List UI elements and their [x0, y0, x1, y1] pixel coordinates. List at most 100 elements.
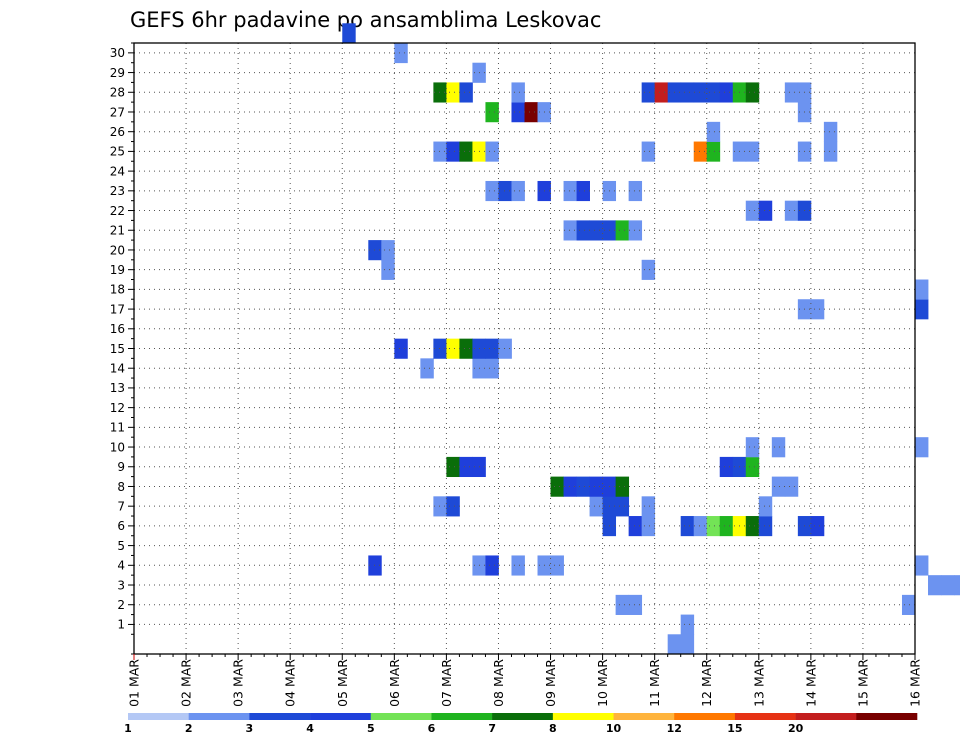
legend-swatch	[734, 713, 796, 720]
heatmap-cell	[446, 82, 460, 103]
heatmap-cell	[446, 456, 460, 478]
heatmap-cell	[641, 82, 656, 103]
heatmap-cell	[680, 614, 695, 635]
legend-swatch	[856, 713, 918, 720]
heatmap-cell	[758, 516, 773, 537]
y-tick-label: 19	[110, 263, 125, 277]
heatmap-cell	[615, 220, 630, 241]
y-axis: 1234567891011121314151617181920212223242…	[110, 42, 134, 655]
heatmap-cell	[433, 141, 447, 162]
x-tick-label: 16 MAR	[908, 659, 923, 707]
heatmap-cell	[485, 141, 499, 162]
x-tick-label: 08 MAR	[491, 659, 506, 707]
x-tick-label: 09 MAR	[543, 659, 558, 707]
heatmap-cell	[745, 456, 760, 478]
heatmap-cell	[498, 338, 512, 359]
heatmap-cell	[368, 555, 382, 576]
y-tick-label: 3	[117, 578, 125, 592]
y-tick-label: 6	[117, 519, 125, 533]
heatmap-cells	[342, 23, 960, 655]
legend-label: 8	[549, 722, 557, 735]
y-tick-label: 23	[110, 184, 125, 198]
heatmap-cell	[745, 82, 760, 103]
x-tick-label: 13 MAR	[751, 659, 766, 707]
y-tick-label: 14	[110, 362, 125, 376]
legend-swatch	[249, 713, 311, 720]
heatmap-cell	[459, 456, 473, 478]
legend-label: 12	[667, 722, 682, 735]
legend-label: 1	[124, 722, 132, 735]
heatmap-cell	[915, 299, 929, 320]
heatmap-cell	[719, 516, 734, 537]
heatmap-cell	[954, 575, 960, 596]
heatmap-cell	[368, 240, 382, 261]
y-tick-label: 20	[110, 243, 125, 257]
y-tick-label: 11	[110, 421, 125, 435]
heatmap-cell	[693, 516, 708, 537]
heatmap-cell	[641, 516, 656, 537]
y-tick-label: 25	[110, 145, 125, 159]
legend-swatch	[795, 713, 857, 720]
y-tick-label: 4	[117, 559, 125, 573]
heatmap-cell	[941, 575, 955, 596]
color-legend: 1 2 3 4 5 6 7 8 10 12 15 20	[124, 713, 918, 735]
y-tick-label: 21	[110, 224, 125, 238]
heatmap-cell	[628, 594, 643, 615]
heatmap-cell	[576, 476, 590, 497]
legend-label: 5	[367, 722, 375, 735]
legend-swatch	[613, 713, 675, 720]
heatmap-cell	[433, 82, 447, 103]
heatmap-cell	[641, 259, 656, 280]
y-tick-label: 10	[110, 440, 125, 454]
legend-swatch	[492, 713, 554, 720]
heatmap-cell	[628, 180, 643, 202]
heatmap-cell	[628, 220, 643, 241]
legend-swatch	[370, 713, 432, 720]
heatmap-cell	[928, 575, 942, 596]
heatmap-cell	[784, 476, 799, 497]
heatmap-cell	[771, 476, 786, 497]
heatmap-cell	[485, 555, 499, 576]
heatmap-cell	[680, 634, 695, 655]
y-tick-label: 7	[117, 499, 125, 513]
heatmap-cell	[706, 141, 721, 162]
x-tick-label: 12 MAR	[699, 659, 714, 707]
heatmap-cell	[693, 82, 708, 103]
heatmap-cell	[641, 141, 656, 162]
heatmap-cell	[394, 338, 408, 359]
legend-label: 2	[185, 722, 193, 735]
heatmap-cell	[576, 220, 590, 241]
heatmap-cell	[498, 180, 512, 202]
heatmap-cell	[823, 121, 838, 142]
heatmap-cell	[758, 496, 773, 517]
legend-swatch	[431, 713, 493, 720]
heatmap-cell	[550, 476, 564, 497]
heatmap-cell	[680, 82, 695, 103]
heatmap-cell	[615, 476, 630, 497]
x-tick-label: 10 MAR	[595, 659, 610, 707]
heatmap-cell	[706, 82, 721, 103]
heatmap-cell	[915, 555, 929, 576]
heatmap-cell	[459, 338, 473, 359]
y-tick-label: 16	[110, 322, 125, 336]
y-tick-label: 9	[117, 460, 125, 474]
heatmap-cell	[784, 200, 799, 221]
legend-swatch	[188, 713, 250, 720]
legend-label: 7	[488, 722, 496, 735]
y-tick-label: 15	[110, 342, 125, 356]
heatmap-cell	[706, 121, 721, 142]
heatmap-cell	[810, 516, 825, 537]
heatmap-cell	[576, 180, 590, 202]
legend-swatch	[310, 713, 372, 720]
legend-swatch	[552, 713, 614, 720]
y-tick-label: 29	[110, 66, 125, 80]
y-tick-label: 18	[110, 283, 125, 297]
x-tick-label: 01 MAR	[127, 659, 142, 707]
y-tick-label: 12	[110, 401, 125, 415]
heatmap-cell	[563, 476, 577, 497]
heatmap-cell	[459, 82, 473, 103]
heatmap-cell	[511, 180, 525, 202]
heatmap-cell	[394, 43, 408, 64]
heatmap-cell	[719, 82, 734, 103]
heatmap-cell	[485, 180, 499, 202]
